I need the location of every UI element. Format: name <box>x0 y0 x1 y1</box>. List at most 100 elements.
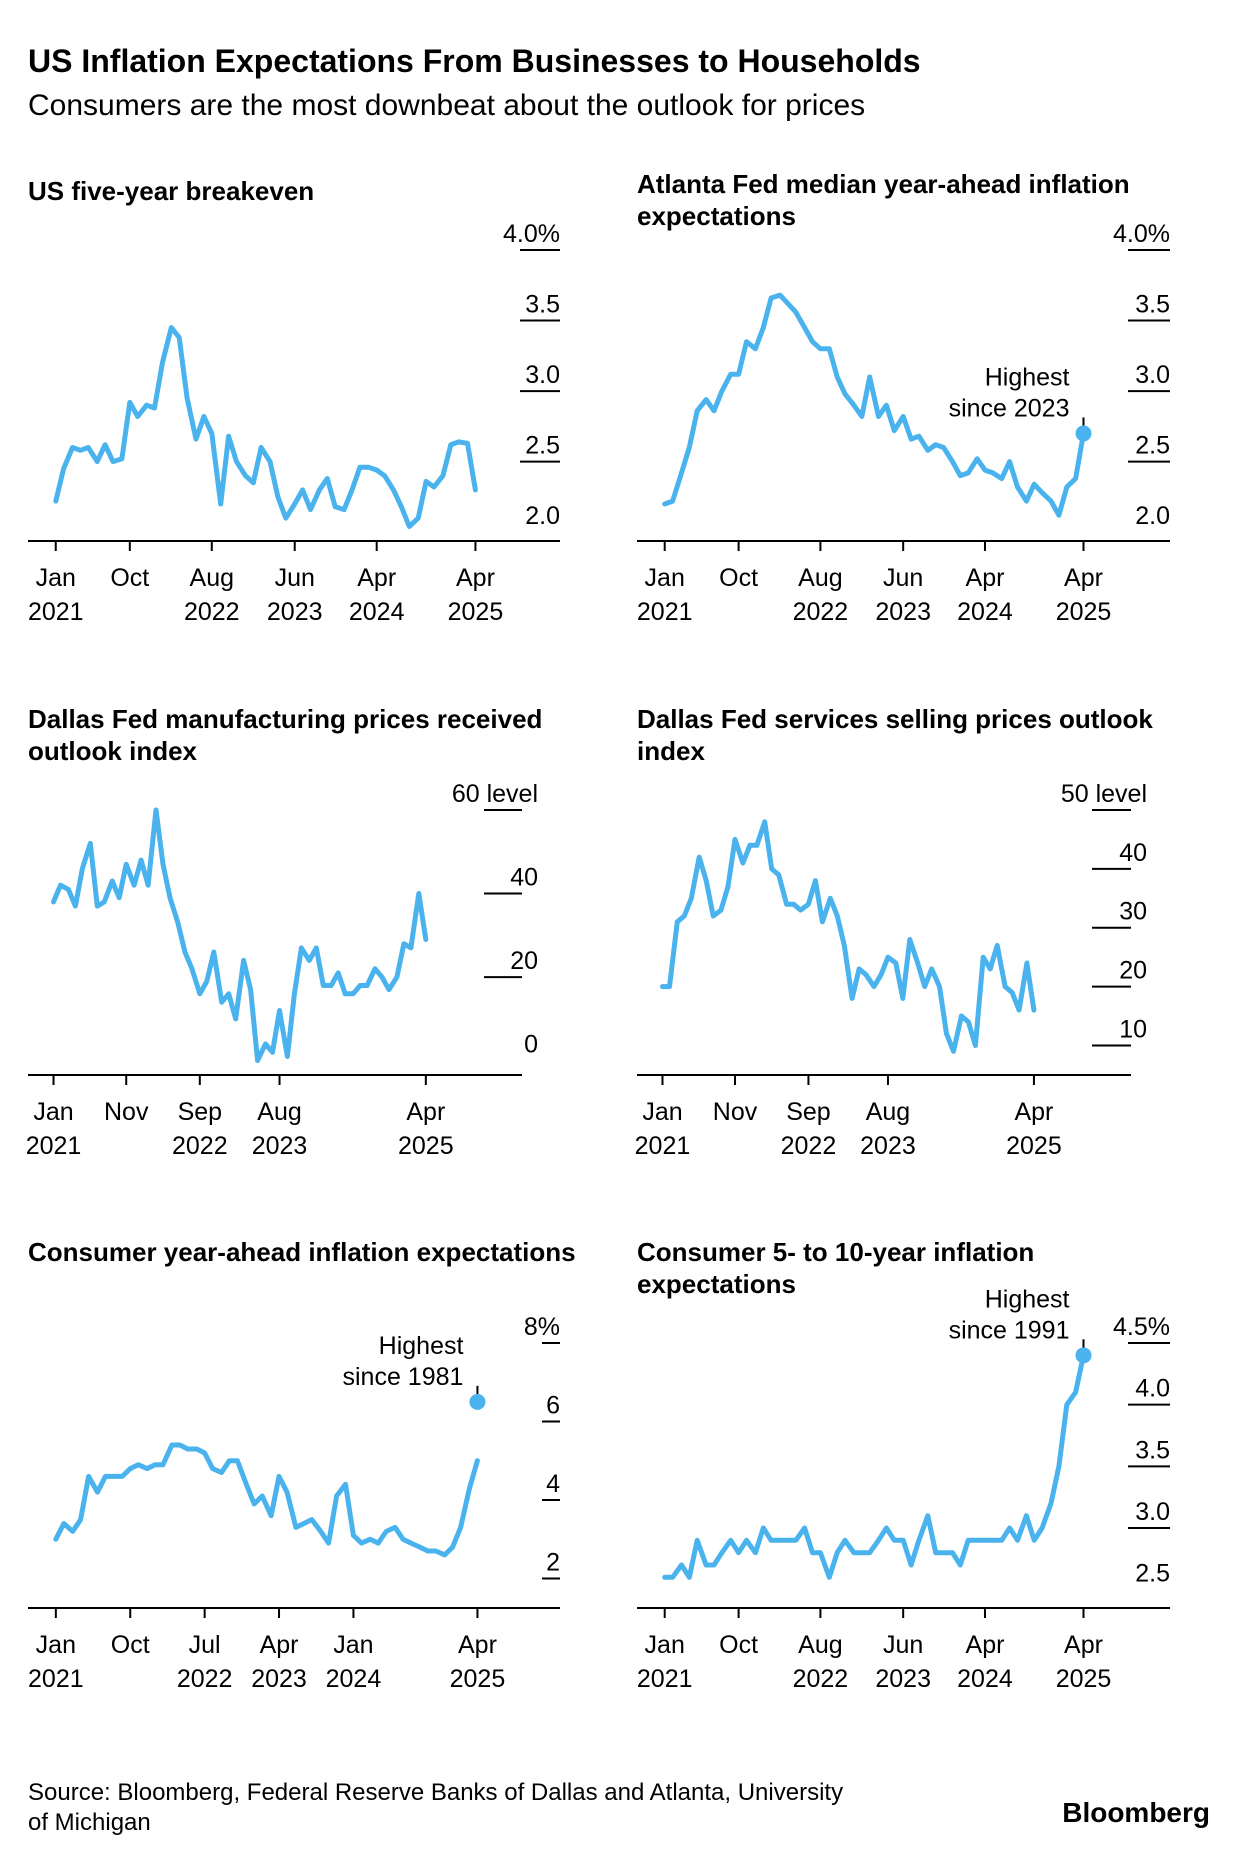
x-tick-label-year: 2022 <box>177 1665 233 1693</box>
source-note-line2: of Michigan <box>28 1809 151 1836</box>
x-tick-label-year: 2022 <box>793 598 849 626</box>
annotation-label-line2: since 1981 <box>343 1363 464 1391</box>
chart-panel-6: Consumer 5- to 10-year inflationexpectat… <box>637 1237 1170 1693</box>
y-tick-label: 6 <box>546 1391 560 1419</box>
y-tick-label: 40 <box>1119 839 1147 867</box>
x-tick-label: Nov <box>713 1098 758 1126</box>
y-tick-label: 3.0 <box>525 361 560 389</box>
y-tick-label: 8% <box>524 1313 560 1341</box>
chart-title: expectations <box>637 1269 796 1299</box>
x-tick-label-year: 2025 <box>1006 1132 1062 1160</box>
x-tick-label: Jun <box>275 564 315 592</box>
x-tick-label-year: 2023 <box>251 1665 307 1693</box>
x-tick-label: Apr <box>357 564 396 592</box>
x-tick-label-year: 2025 <box>1056 598 1112 626</box>
y-tick-label: 3.0 <box>1135 361 1170 389</box>
annotation-marker <box>469 1393 486 1410</box>
x-tick-label: Sep <box>178 1098 222 1126</box>
x-tick-label-year: 2024 <box>326 1665 382 1693</box>
x-tick-label-year: 2024 <box>349 598 405 626</box>
chart-title: Dallas Fed manufacturing prices received <box>28 704 542 734</box>
x-tick-label: Jan <box>645 1631 685 1659</box>
x-tick-label-year: 2023 <box>267 598 323 626</box>
x-tick-label: Jun <box>883 1631 923 1659</box>
chart-grid: US five-year breakeven 4.0% 3.5 3.0 2.5 2.0 Ja… <box>26 169 1170 1693</box>
y-tick-label: 4.0% <box>503 220 560 248</box>
x-tick-label: Jan <box>642 1098 682 1126</box>
y-tick-label: 3.5 <box>1135 1436 1170 1464</box>
x-tick-label: Apr <box>456 564 495 592</box>
x-tick-label: Jan <box>645 564 685 592</box>
y-tick-label: 4.5% <box>1113 1313 1170 1341</box>
x-tick-label: Jan <box>333 1631 373 1659</box>
x-tick-label-year: 2022 <box>184 598 240 626</box>
x-tick-label: Oct <box>719 564 758 592</box>
x-tick-label-year: 2021 <box>637 1665 693 1693</box>
x-tick-label-year: 2023 <box>875 598 931 626</box>
series-line <box>660 819 1037 1054</box>
annotation-label-line1: Highest <box>379 1332 464 1360</box>
y-tick-label: 20 <box>510 947 538 975</box>
annotation-label-line1: Highest <box>985 363 1070 391</box>
x-tick-label: Jan <box>33 1098 73 1126</box>
y-tick-label: 4.0 <box>1135 1375 1170 1403</box>
x-tick-label: Aug <box>798 1631 842 1659</box>
y-tick-label: 60 level <box>452 780 538 808</box>
y-tick-label: 2.5 <box>525 432 560 460</box>
y-tick-label: 30 <box>1119 898 1147 926</box>
y-tick-label: 10 <box>1119 1015 1147 1043</box>
x-tick-label: Oct <box>110 564 149 592</box>
x-tick-label: Jan <box>36 1631 76 1659</box>
y-tick-label: 3.0 <box>1135 1498 1170 1526</box>
x-tick-label-year: 2023 <box>860 1132 916 1160</box>
x-tick-label-year: 2021 <box>637 598 693 626</box>
annotation-label-line2: since 1991 <box>949 1316 1070 1344</box>
x-tick-label-year: 2025 <box>448 598 504 626</box>
annotation-label-line1: Highest <box>985 1285 1070 1313</box>
chart-title: Atlanta Fed median year-ahead inflation <box>637 169 1130 199</box>
x-tick-label: Jun <box>883 564 923 592</box>
x-tick-label: Aug <box>866 1098 910 1126</box>
page-subtitle: Consumers are the most downbeat about th… <box>28 89 865 122</box>
chart-title: expectations <box>637 201 796 231</box>
x-tick-label: Apr <box>1014 1098 1053 1126</box>
chart-panel-5: Consumer year-ahead inflation expectatio… <box>28 1237 576 1693</box>
chart-title: index <box>637 736 705 766</box>
y-tick-label: 50 level <box>1061 780 1147 808</box>
x-tick-label-year: 2023 <box>252 1132 308 1160</box>
x-tick-label: Apr <box>966 564 1005 592</box>
x-tick-label-year: 2023 <box>875 1665 931 1693</box>
chart-title: US five-year breakeven <box>28 176 314 206</box>
x-tick-label: Apr <box>458 1631 497 1659</box>
x-tick-label: Apr <box>406 1098 445 1126</box>
x-tick-label: Aug <box>798 564 842 592</box>
chart-title: Consumer 5- to 10-year inflation <box>637 1237 1034 1267</box>
x-tick-label: Oct <box>719 1631 758 1659</box>
series-line <box>53 1442 480 1558</box>
x-tick-label: Apr <box>1064 1631 1103 1659</box>
chart-panel-3: Dallas Fed manufacturing prices received… <box>26 704 543 1160</box>
x-tick-label: Sep <box>786 1098 830 1126</box>
chart-panel-2: Atlanta Fed median year-ahead inflatione… <box>637 169 1170 626</box>
y-tick-label: 3.5 <box>1135 291 1170 319</box>
y-tick-label: 0 <box>524 1031 538 1059</box>
chart-panel-4: Dallas Fed services selling prices outlo… <box>635 704 1154 1160</box>
y-tick-label: 2.0 <box>1135 502 1170 530</box>
x-tick-label-year: 2025 <box>450 1665 506 1693</box>
y-tick-label: 2.5 <box>1135 432 1170 460</box>
annotation-marker <box>1075 1347 1092 1364</box>
x-tick-label: Jul <box>189 1631 221 1659</box>
y-tick-label: 40 <box>510 864 538 892</box>
y-tick-label: 4.0% <box>1113 220 1170 248</box>
y-tick-label: 20 <box>1119 957 1147 985</box>
x-tick-label-year: 2025 <box>398 1132 454 1160</box>
x-tick-label-year: 2022 <box>172 1132 228 1160</box>
x-tick-label: Apr <box>1064 564 1103 592</box>
y-tick-label: 2 <box>546 1548 560 1576</box>
annotation-marker <box>1075 425 1092 442</box>
series-line <box>51 807 429 1064</box>
y-tick-label: 4 <box>546 1470 560 1498</box>
annotation-label-line2: since 2023 <box>949 394 1070 422</box>
x-tick-label-year: 2024 <box>957 598 1013 626</box>
y-tick-label: 2.5 <box>1135 1560 1170 1588</box>
